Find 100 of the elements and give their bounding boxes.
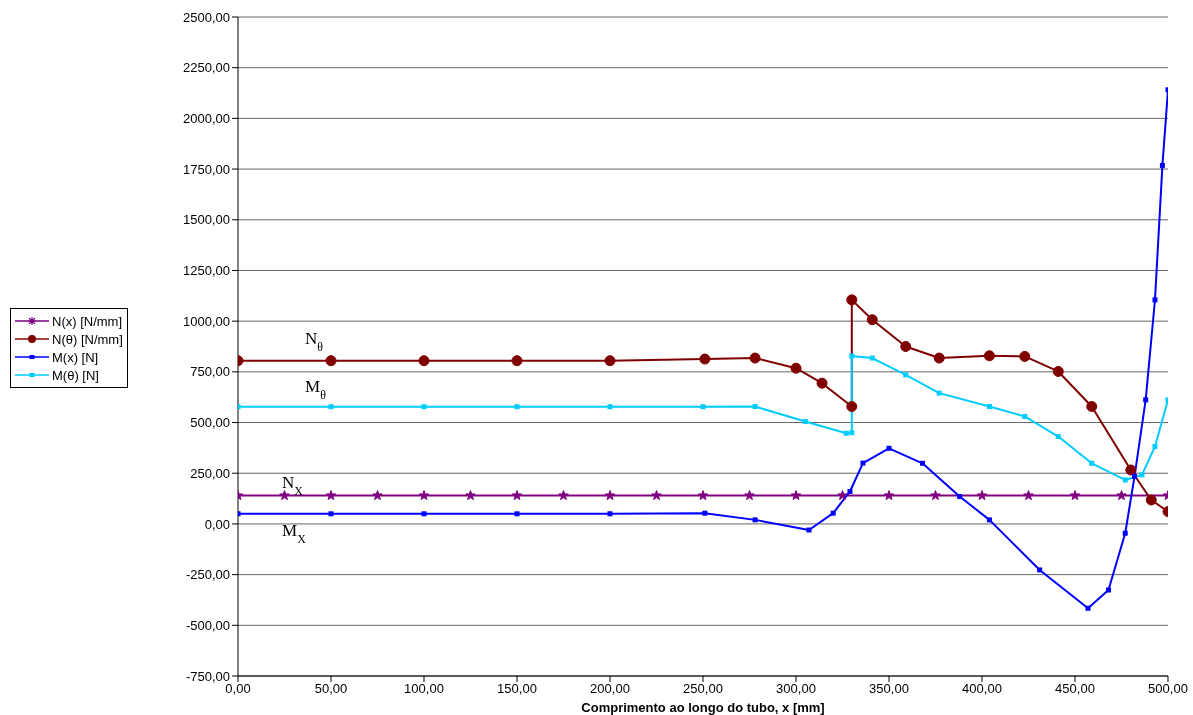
point	[511, 490, 523, 501]
point	[903, 372, 909, 378]
point	[830, 510, 836, 516]
point	[846, 294, 858, 306]
point	[1069, 490, 1081, 501]
x-tick-label: 0,00	[225, 681, 251, 697]
y-tick-label: 250,00	[190, 465, 230, 481]
y-tick-label: 1750,00	[183, 161, 230, 177]
x-tick-label: 50,00	[314, 681, 348, 697]
point	[1052, 365, 1064, 377]
y-tick-label: 1000,00	[183, 313, 230, 329]
point	[325, 355, 337, 367]
x-tick-label: 450,00	[1055, 681, 1095, 697]
x-tick-label: 200,00	[590, 681, 630, 697]
y-tick-label: -500,00	[185, 617, 230, 633]
point	[511, 355, 523, 367]
x-tick-label: 250,00	[683, 681, 723, 697]
point	[418, 355, 430, 367]
point	[802, 419, 808, 425]
point	[700, 404, 706, 410]
point	[849, 353, 855, 359]
point	[1022, 413, 1028, 419]
annotation: M$_{θ}$	[305, 377, 327, 402]
point	[1085, 605, 1091, 611]
legend-label: M(θ) [N]	[52, 367, 99, 383]
point	[607, 511, 613, 517]
point	[744, 490, 755, 501]
x-tick-label: 150,00	[497, 681, 537, 697]
point	[1105, 587, 1111, 593]
point	[976, 490, 988, 501]
point	[752, 404, 758, 410]
point	[846, 401, 858, 413]
point	[418, 490, 430, 501]
point	[983, 350, 995, 362]
point	[607, 404, 613, 410]
point	[936, 390, 942, 396]
point	[886, 445, 892, 451]
point	[930, 490, 941, 501]
point	[1055, 434, 1061, 440]
y-tick-label: 0,00	[204, 516, 230, 532]
point	[1122, 530, 1128, 536]
point	[869, 355, 875, 361]
point	[328, 511, 334, 517]
point	[325, 490, 337, 501]
point	[837, 490, 848, 501]
point	[986, 517, 992, 523]
point	[843, 430, 849, 436]
y-tick-label: 1250,00	[183, 263, 230, 279]
x-tick-label: 100,00	[404, 681, 444, 697]
point	[421, 511, 427, 517]
point	[883, 490, 895, 501]
point	[604, 355, 616, 367]
x-tick-label: 500,00	[1148, 681, 1188, 697]
y-tick-label: 500,00	[190, 415, 230, 431]
point	[697, 490, 709, 501]
point	[1152, 443, 1158, 449]
y-tick-label: 1500,00	[183, 212, 230, 228]
annotation: N$_{θ}$	[305, 329, 324, 354]
point	[866, 314, 878, 326]
point	[328, 404, 334, 410]
point	[1125, 464, 1137, 476]
y-tick-label: 2500,00	[183, 9, 230, 25]
point	[806, 527, 812, 533]
point	[558, 490, 569, 501]
x-tick-label: 400,00	[962, 681, 1002, 697]
point	[1145, 494, 1157, 506]
y-tick-label: -750,00	[185, 668, 230, 684]
x-tick-label: 300,00	[776, 681, 816, 697]
point	[514, 404, 520, 410]
point	[1139, 472, 1145, 478]
point	[860, 460, 866, 466]
point	[1132, 473, 1138, 479]
point	[514, 511, 520, 517]
y-tick-label: 2250,00	[183, 60, 230, 76]
point	[604, 490, 616, 501]
point	[957, 494, 963, 500]
point	[1143, 397, 1149, 403]
point	[900, 341, 912, 352]
point	[849, 430, 855, 436]
legend-label: N(x) [N/mm]	[52, 313, 123, 329]
point	[933, 352, 945, 364]
point	[919, 460, 925, 466]
point	[1152, 297, 1158, 303]
point	[1159, 162, 1165, 168]
point	[1037, 567, 1043, 573]
point	[1023, 490, 1034, 501]
point	[1086, 401, 1098, 413]
legend-label: M(x) [N]	[52, 349, 99, 365]
point	[372, 490, 383, 501]
point	[986, 404, 992, 410]
point	[790, 362, 802, 374]
point	[699, 353, 711, 365]
y-tick-label: -250,00	[185, 567, 230, 583]
x-tick-label: 350,00	[869, 681, 909, 697]
legend-label: N(θ) [N/mm]	[52, 331, 123, 347]
point	[651, 490, 662, 501]
x-axis-title: Comprimento ao longo do tubo, x [mm]	[581, 700, 825, 715]
point	[1116, 490, 1127, 501]
annotation: M$_{X}$	[282, 521, 307, 546]
point	[702, 510, 708, 516]
